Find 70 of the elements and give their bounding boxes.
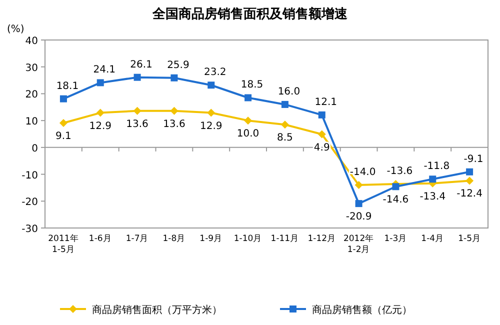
data-label: 13.6 [163, 118, 186, 130]
x-tick-label: 2012年 1-2月 [343, 233, 374, 255]
point [318, 130, 326, 138]
point [96, 79, 104, 86]
point [96, 108, 104, 117]
legend-label: 商品房销售额（亿元） [312, 304, 412, 316]
data-label: 26.1 [130, 59, 152, 70]
point [170, 74, 178, 82]
data-label: -12.4 [456, 188, 482, 200]
y-tick-label: 30 [25, 62, 38, 74]
x-tick-label: 1-4月 [421, 234, 444, 244]
point [207, 108, 216, 117]
data-label: 9.1 [56, 130, 72, 142]
y-axis-title: (%) [7, 24, 24, 35]
point [466, 176, 474, 185]
data-label: 25.9 [167, 60, 190, 71]
data-label: 12.1 [314, 96, 338, 108]
data-label: -14.0 [350, 167, 376, 178]
data-label: -9.1 [464, 154, 484, 165]
x-tick-label: 1-5月 [458, 234, 481, 244]
data-label: -11.8 [424, 161, 450, 172]
x-tick-label: 1-9月 [200, 234, 223, 244]
x-tick-label: 1-11月 [270, 234, 300, 244]
data-label: 23.2 [204, 67, 226, 78]
point [281, 100, 288, 108]
y-tick-label: 0 [32, 143, 38, 154]
point [133, 106, 142, 115]
point [134, 74, 141, 81]
y-tick-label: -20 [22, 197, 38, 208]
data-label: 18.5 [240, 80, 264, 91]
data-label: 13.6 [126, 118, 148, 130]
data-label: -20.9 [346, 212, 372, 223]
x-tick-label: 1-8月 [162, 234, 186, 244]
data-label: 4.9 [314, 142, 330, 154]
x-tick-label: 1-6月 [88, 234, 112, 244]
point [318, 111, 326, 118]
y-tick-label: 20 [25, 90, 38, 101]
legend-label: 商品房销售面积（万平方米） [92, 304, 222, 316]
data-label: 16.0 [278, 86, 300, 98]
data-label: 24.1 [93, 64, 116, 76]
point [392, 183, 400, 190]
x-tick-label: 1-12月 [308, 234, 336, 244]
data-label: -14.6 [382, 194, 409, 206]
point [429, 176, 436, 183]
point [244, 116, 252, 125]
point [280, 120, 289, 129]
x-tick-label: 1-7月 [126, 234, 149, 244]
data-label: -13.4 [420, 191, 446, 202]
data-label: 18.1 [56, 80, 79, 92]
x-tick-label: 1-10月 [234, 234, 262, 244]
y-tick-label: -10 [22, 170, 38, 182]
point [59, 118, 68, 127]
data-label: 12.9 [89, 120, 112, 132]
data-label: 10.0 [236, 128, 260, 140]
data-label: -13.6 [386, 166, 413, 177]
point [170, 106, 178, 115]
data-label: 12.9 [200, 120, 222, 132]
x-tick-label: 1-3月 [384, 234, 408, 244]
point [208, 82, 215, 89]
point [466, 168, 474, 176]
y-tick-label: 10 [25, 116, 38, 128]
y-tick-label: -30 [22, 224, 38, 235]
point [354, 181, 363, 190]
point [244, 94, 252, 102]
point [355, 200, 362, 208]
point [60, 95, 67, 102]
y-tick-label: 40 [25, 36, 38, 47]
data-label: 8.5 [277, 132, 293, 144]
x-tick-label: 2011年 1-5月 [48, 233, 79, 255]
chart-title: 全国商品房销售面积及销售额增速 [152, 6, 348, 22]
